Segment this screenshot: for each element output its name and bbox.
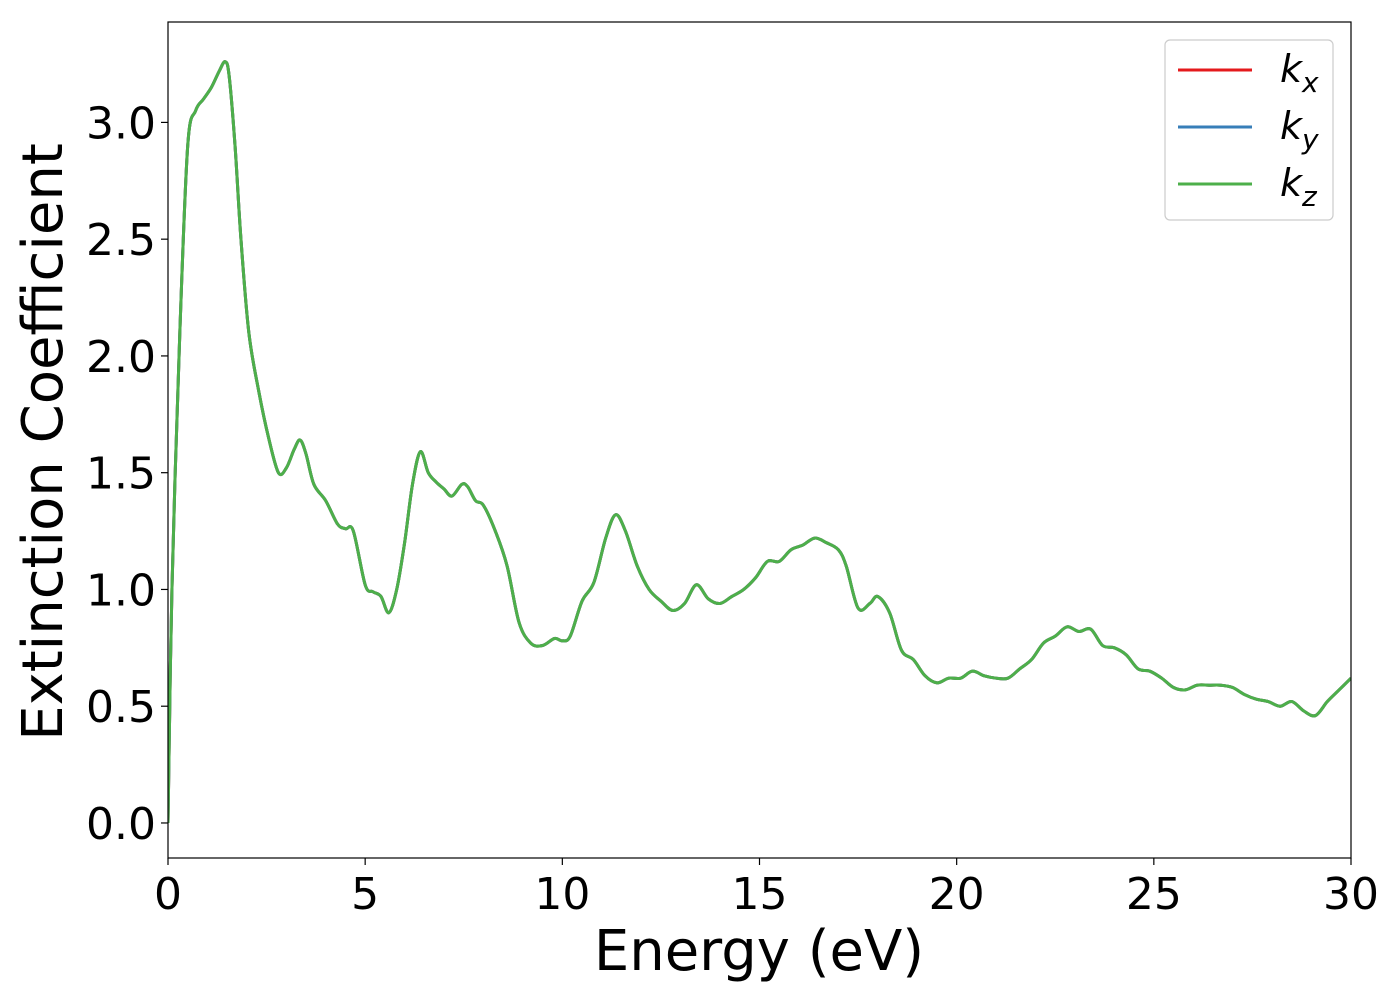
x-tick-label: 0: [154, 869, 182, 920]
x-tick-label: 20: [929, 869, 985, 920]
legend-label-subscript: z: [1301, 180, 1318, 213]
y-tick-label: 1.0: [86, 565, 156, 616]
x-axis-ticks: 0 5 10 15 20 25 30: [154, 858, 1379, 920]
legend-label-subscript: x: [1301, 66, 1319, 99]
legend-box: [1164, 39, 1334, 221]
x-tick-label: 30: [1323, 869, 1379, 920]
x-tick-label: 5: [351, 869, 379, 920]
legend-label: kz: [1280, 161, 1318, 213]
x-tick-label: 15: [732, 869, 788, 920]
y-tick-label: 1.5: [86, 449, 156, 500]
series-line-k-z: [168, 60, 1351, 823]
legend-label: kx: [1280, 47, 1319, 99]
x-tick-label: 10: [534, 869, 590, 920]
y-tick-label: 0.0: [86, 799, 156, 850]
y-tick-label: 0.5: [86, 682, 156, 733]
legend-label-subscript: y: [1301, 123, 1319, 156]
y-axis-title: Extinction Coefficient: [11, 143, 76, 741]
legend-label-base: k: [1280, 161, 1304, 205]
y-axis-ticks: 0.0 0.5 1.0 1.5 2.0 2.5 3.0: [86, 98, 168, 850]
y-tick-label: 3.0: [86, 98, 156, 149]
x-axis-title: Energy (eV): [594, 919, 924, 984]
legend-label-base: k: [1280, 47, 1304, 91]
legend-label: ky: [1280, 104, 1319, 156]
x-tick-label: 25: [1126, 869, 1182, 920]
y-tick-label: 2.0: [86, 332, 156, 383]
y-tick-label: 2.5: [86, 215, 156, 266]
legend-label-base: k: [1280, 104, 1304, 148]
plot-series: [168, 60, 1351, 823]
